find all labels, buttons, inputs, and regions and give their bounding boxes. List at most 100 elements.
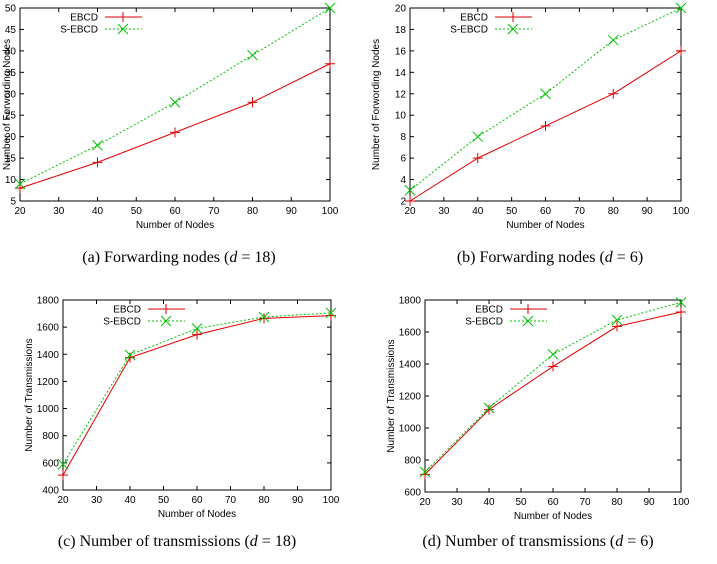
data-point-ebcd [15, 183, 25, 194]
data-point-ebcd [92, 157, 103, 168]
x-tick-label: 60 [540, 206, 552, 217]
x-tick-label: 100 [673, 206, 690, 217]
y-axis-title: Number of Forwording Nodes [371, 39, 382, 170]
legend-marker-s-ebcd-d2 [522, 315, 534, 327]
x-tick-label: 90 [642, 206, 654, 217]
x-tick-label: 60 [169, 206, 181, 217]
data-point-s-ebcd [675, 297, 687, 308]
data-point-s-ebcd-d2 [540, 88, 551, 100]
data-point-ebcd [192, 329, 202, 340]
caption-d: (d) Number of transmissions (d = 6) [362, 533, 714, 551]
caption-b-variable: d [604, 249, 613, 266]
data-point-ebcd [247, 97, 258, 108]
legend-marker-ebcd [161, 304, 171, 314]
x-tick-label: 30 [451, 497, 463, 508]
x-tick-label: 80 [258, 495, 270, 506]
data-point-s-ebcd [57, 458, 69, 470]
y-tick-label: 4 [400, 175, 406, 186]
data-point-s-ebcd [124, 349, 136, 361]
x-tick-label: 70 [225, 495, 237, 506]
y-tick-label: 400 [42, 486, 59, 497]
data-point-ebcd [405, 196, 415, 206]
data-point-s-ebcd [483, 402, 495, 414]
caption-a-prefix: (a) Forwarding nodes ( [82, 249, 230, 266]
caption-c-equation: = 18) [257, 533, 297, 550]
y-tick-label: 600 [42, 458, 59, 469]
data-point-s-ebcd-d2 [324, 2, 336, 14]
caption-b: (b) Forwarding nodes (d = 6) [420, 249, 680, 267]
data-point-ebcd [608, 88, 619, 99]
chart-panel-c: 20 30 40 50 60 70 80 90 100 400 600 800 1000 1200 1400… [24, 296, 340, 521]
series-line-s-ebcd [19, 7, 331, 185]
data-point-ebcd [326, 310, 336, 321]
y-tick-label: 1800 [37, 296, 60, 307]
y-tick-label: 2 [400, 197, 406, 208]
x-axis-title: Number of Nodes [158, 509, 236, 520]
y-tick-label: 25 [5, 111, 17, 122]
data-point-s-ebcd [324, 2, 336, 14]
caption-a-equation: = 18) [237, 249, 276, 266]
x-tick-label: 90 [292, 495, 304, 506]
x-tick-label: 50 [158, 495, 170, 506]
series-line-s-ebcd [409, 7, 682, 191]
series-line-ebcd [424, 311, 682, 475]
caption-a: (a) Forwarding nodes (d = 18) [29, 249, 329, 267]
legend-label-s-ebcd: S-EBCD [450, 25, 488, 36]
chart-panel-a: 20 30 40 50 60 70 80 90 100 5 10 15 20 25 30 35 40 45 50 Nu… [2, 2, 339, 231]
data-point-s-ebcd [258, 311, 270, 323]
legend-marker-s-ebcd-d2 [117, 23, 129, 35]
data-point-s-ebcd [169, 97, 181, 108]
caption-b-equation: = 6) [612, 249, 644, 266]
data-point-ebcd [676, 307, 686, 317]
series-line-s-ebcd [424, 301, 682, 473]
data-point-ebcd [612, 321, 622, 332]
y-tick-label: 1200 [399, 392, 422, 403]
data-point-s-ebcd [540, 88, 551, 100]
x-tick-label: 40 [472, 206, 484, 217]
y-tick-label: 1000 [399, 424, 422, 435]
caption-d-prefix: (d) Number of transmissions ( [422, 533, 616, 550]
x-tick-label: 30 [91, 495, 103, 506]
x-tick-label: 60 [547, 497, 559, 508]
y-axis-title: Number of Forwording Nodes [2, 39, 13, 170]
x-tick-label: 20 [14, 206, 26, 217]
plot-frame [409, 7, 682, 202]
x-tick-label: 100 [322, 206, 339, 217]
legend-marker-s-ebcd [522, 315, 534, 327]
plot-frame [424, 299, 682, 493]
data-point-s-ebcd-d2 [404, 184, 416, 196]
data-point-ebcd [170, 127, 180, 138]
y-tick-label: 5 [10, 197, 16, 208]
data-point-s-ebcd [675, 2, 687, 14]
data-point-s-ebcd [404, 184, 416, 196]
plot-frame [19, 7, 331, 202]
y-axis-title: Number of Transmissions [24, 338, 35, 451]
x-axis-title: Number of Nodes [136, 220, 214, 231]
legend-label-s-ebcd: S-EBCD [60, 25, 98, 36]
data-point-s-ebcd [419, 466, 431, 478]
y-tick-label: 30 [5, 89, 17, 100]
x-tick-label: 30 [438, 206, 450, 217]
data-point-s-ebcd-d2 [258, 311, 270, 323]
x-tick-label: 70 [208, 206, 220, 217]
data-point-s-ebcd-d2 [124, 349, 136, 361]
legend-label-ebcd: EBCD [70, 13, 98, 24]
data-point-s-ebcd-d2 [169, 97, 181, 108]
chart-panel-b: 20 30 40 50 60 70 80 90 100 2 4 6 8 10 12 14 16 18 20 Numbe… [371, 2, 690, 231]
y-tick-label: 600 [404, 488, 421, 499]
y-tick-label: 50 [5, 4, 17, 15]
legend-marker-s-ebcd-d2 [507, 23, 519, 35]
data-point-s-ebcd-d2 [607, 34, 619, 46]
x-tick-label: 50 [506, 206, 518, 217]
data-point-s-ebcd [191, 323, 203, 334]
legend-label-s-ebcd: S-EBCD [103, 317, 141, 328]
x-tick-label: 100 [323, 495, 340, 506]
x-tick-label: 80 [247, 206, 259, 217]
x-tick-label: 20 [57, 495, 69, 506]
data-point-s-ebcd-d2 [472, 131, 484, 143]
data-point-s-ebcd [472, 131, 484, 143]
y-tick-label: 20 [5, 132, 17, 143]
y-tick-label: 15 [5, 154, 17, 165]
data-point-ebcd [548, 361, 558, 372]
y-axis-title: Number of Transmissions [386, 339, 397, 452]
